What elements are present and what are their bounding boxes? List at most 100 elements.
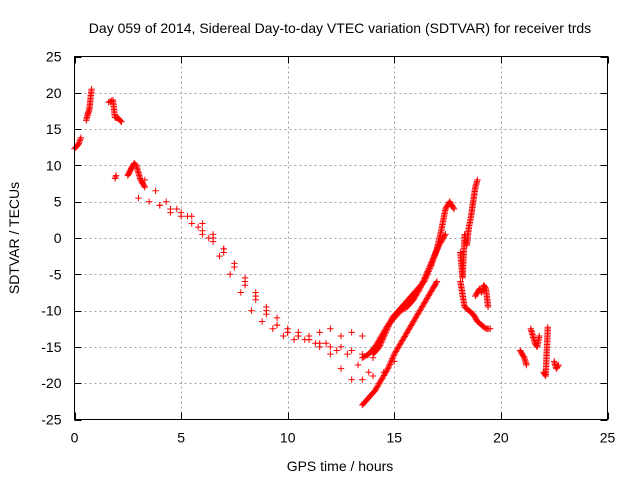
data-point — [394, 345, 401, 352]
data-point — [316, 340, 323, 347]
series-arc-13 — [457, 176, 481, 282]
data-point — [433, 279, 440, 286]
data-point — [385, 362, 393, 369]
data-point — [384, 365, 392, 372]
data-point — [383, 326, 391, 333]
data-point — [273, 314, 281, 322]
data-point — [140, 182, 148, 190]
data-point — [386, 320, 393, 327]
data-point — [383, 366, 391, 374]
y-tick-label: -25 — [41, 412, 61, 428]
data-point — [231, 263, 238, 271]
data-point — [413, 312, 420, 320]
data-point — [112, 172, 120, 179]
data-point — [385, 321, 393, 329]
data-point — [252, 292, 259, 300]
data-point — [377, 340, 384, 348]
data-point — [316, 329, 323, 336]
data-point — [372, 385, 380, 393]
data-point — [423, 272, 430, 279]
data-point — [327, 325, 334, 332]
data-point — [381, 332, 388, 339]
data-point — [337, 343, 345, 351]
data-point — [322, 340, 330, 347]
data-point — [378, 337, 386, 345]
data-point — [77, 136, 84, 143]
series-arc-12 — [369, 198, 458, 358]
data-point — [401, 333, 408, 340]
data-point — [408, 321, 416, 328]
data-point — [112, 173, 119, 181]
data-point — [389, 353, 397, 361]
data-point — [152, 187, 159, 195]
data-point — [105, 99, 112, 106]
data-point — [391, 349, 399, 356]
series-arc-14 — [457, 278, 494, 332]
data-point — [220, 249, 227, 256]
series-arc-19 — [551, 358, 562, 372]
x-axis-label: GPS time / hours — [287, 458, 394, 474]
data-point — [173, 205, 181, 213]
data-point — [371, 387, 379, 394]
data-point — [385, 323, 392, 330]
data-points — [71, 85, 562, 409]
data-point — [365, 369, 372, 376]
data-point — [258, 318, 266, 325]
data-point — [387, 358, 395, 365]
data-point — [248, 307, 255, 314]
data-point — [520, 353, 527, 360]
x-tick-label: 5 — [177, 430, 185, 446]
data-point — [354, 361, 362, 369]
series-arc-16 — [516, 347, 530, 369]
data-point — [487, 325, 494, 332]
data-point — [424, 271, 431, 278]
data-point — [554, 363, 561, 370]
data-point — [397, 340, 404, 347]
series-arc-1 — [71, 134, 85, 152]
data-point — [419, 303, 426, 310]
data-point — [392, 348, 400, 355]
data-point — [427, 288, 435, 295]
data-point — [75, 140, 82, 147]
data-point — [403, 329, 411, 336]
data-point — [385, 364, 392, 371]
data-point — [386, 361, 394, 368]
y-tick-label: -20 — [41, 375, 61, 391]
data-point — [327, 350, 334, 358]
data-point — [405, 326, 412, 333]
data-point — [295, 332, 302, 340]
data-point — [400, 334, 408, 342]
data-point — [280, 332, 287, 340]
data-point — [359, 332, 366, 340]
data-point — [404, 327, 412, 335]
data-point — [450, 204, 457, 211]
data-point — [388, 356, 395, 364]
data-point — [536, 332, 543, 340]
data-point — [421, 276, 428, 284]
data-point — [411, 316, 418, 324]
data-point — [376, 342, 384, 349]
y-tick-label: 10 — [46, 157, 62, 173]
data-point — [269, 325, 276, 332]
data-point — [194, 223, 202, 231]
data-point — [88, 85, 95, 93]
data-point — [374, 383, 381, 390]
data-point — [414, 311, 421, 318]
data-point — [378, 339, 385, 346]
data-point — [167, 205, 174, 213]
data-point — [284, 329, 291, 336]
data-point — [337, 332, 345, 340]
data-point — [426, 265, 434, 272]
data-point — [427, 289, 434, 297]
data-point — [425, 292, 432, 299]
data-point — [407, 322, 415, 329]
y-axis-label: SDTVAR / TECUs — [6, 182, 22, 294]
series-arc-18 — [540, 324, 552, 380]
data-point — [382, 369, 389, 376]
x-tick-label: 0 — [71, 430, 79, 446]
data-point — [333, 347, 340, 354]
y-tick-label: 5 — [54, 194, 62, 210]
data-point — [379, 373, 387, 381]
data-point — [425, 268, 432, 275]
data-point — [410, 318, 417, 325]
